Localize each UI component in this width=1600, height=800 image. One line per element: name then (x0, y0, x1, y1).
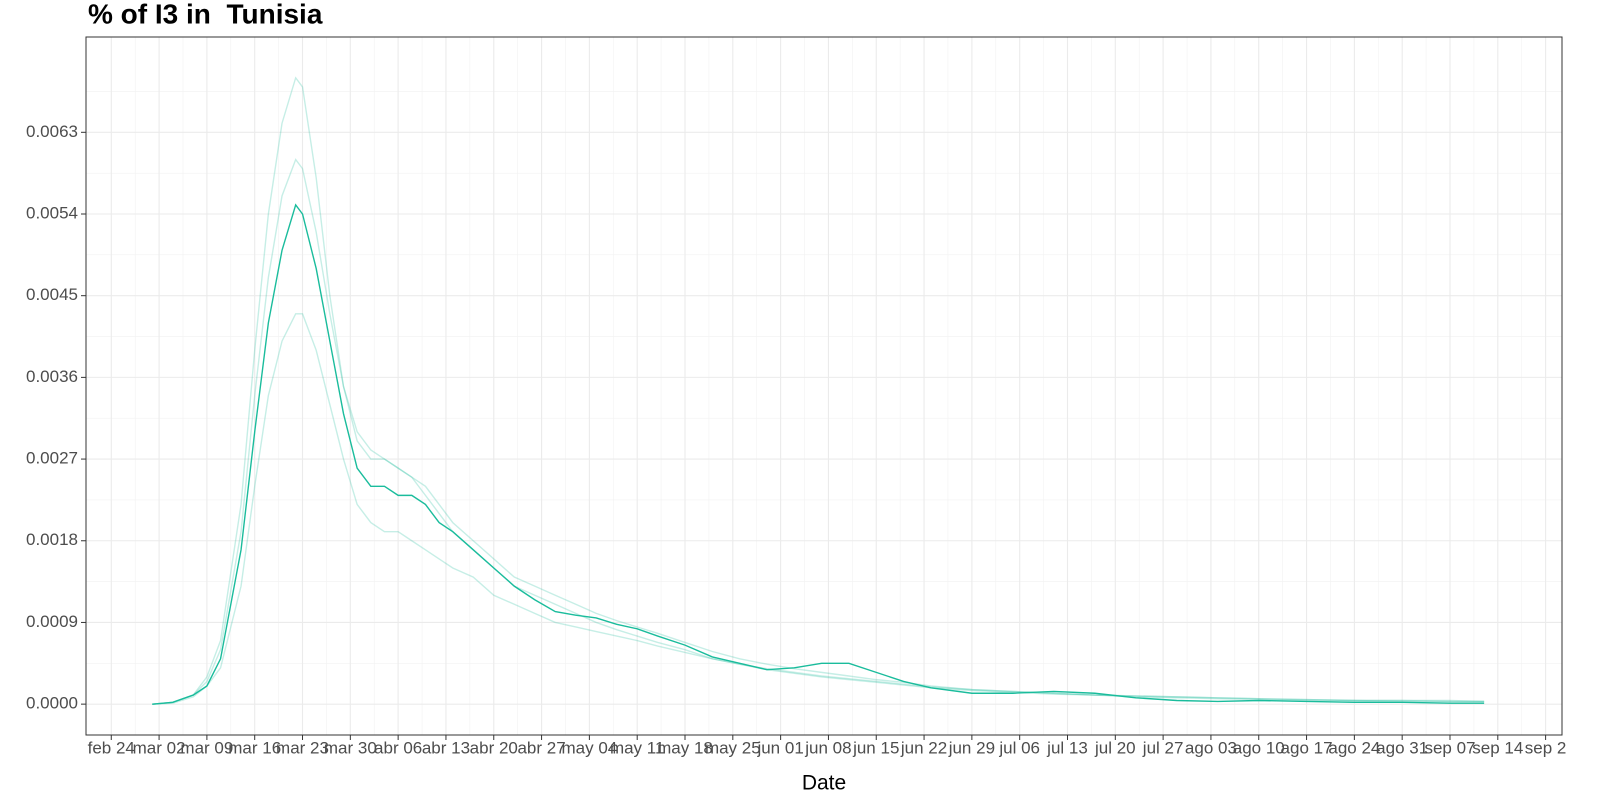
chart-title: % of I3 in Tunisia (88, 0, 323, 29)
series-line (152, 76, 1485, 705)
x-tick-label: abr 27 (517, 738, 565, 757)
x-tick-label: jun 08 (804, 738, 851, 757)
x-tick-label: may 11 (610, 738, 665, 757)
x-tick-label: jul 27 (1142, 738, 1184, 757)
x-tick-label: mar 30 (324, 738, 377, 757)
x-tick-label: mar 02 (133, 738, 186, 757)
x-tick-label: jul 20 (1094, 738, 1136, 757)
x-tick-label: sep 07 (1424, 738, 1475, 757)
x-tick-label: jun 01 (756, 738, 803, 757)
x-tick-label: feb 24 (88, 738, 135, 757)
x-tick-label: ago 24 (1328, 738, 1380, 757)
series-line (152, 313, 1485, 705)
x-tick-label: jun 22 (900, 738, 947, 757)
x-tick-label: abr 06 (374, 738, 422, 757)
y-tick-label: 0.0054 (26, 203, 78, 222)
y-tick-label: 0.0027 (26, 449, 78, 468)
x-tick-label: may 18 (657, 738, 713, 757)
x-tick-label: sep 14 (1472, 738, 1523, 757)
x-tick-label: jul 13 (1046, 738, 1088, 757)
y-tick-label: 0.0000 (26, 694, 78, 713)
x-tick-label: abr 13 (422, 738, 470, 757)
y-tick-label: 0.0018 (26, 530, 78, 549)
x-tick-label: ago 31 (1376, 738, 1428, 757)
x-tick-label: ago 03 (1185, 738, 1237, 757)
series-line (152, 158, 1485, 705)
x-tick-label: jun 15 (852, 738, 899, 757)
x-tick-label: jul 06 (998, 738, 1040, 757)
x-tick-label: jun 29 (948, 738, 995, 757)
x-tick-label: ago 17 (1281, 738, 1333, 757)
x-tick-label: may 25 (705, 738, 761, 757)
x-tick-label: abr 20 (470, 738, 518, 757)
y-tick-label: 0.0045 (26, 285, 78, 304)
x-tick-label: may 04 (562, 738, 618, 757)
y-tick-label: 0.0036 (26, 367, 78, 386)
x-axis-label: Date (802, 772, 846, 795)
panel-border (85, 36, 1563, 736)
x-tick-label: sep 2 (1525, 738, 1567, 757)
x-tick-label: ago 10 (1233, 738, 1285, 757)
y-tick-label: 0.0063 (26, 122, 78, 141)
series-line (152, 203, 1485, 705)
y-tick-label: 0.0009 (26, 612, 78, 631)
x-tick-label: mar 09 (180, 738, 233, 757)
x-tick-label: mar 16 (228, 738, 281, 757)
x-tick-label: mar 23 (276, 738, 329, 757)
